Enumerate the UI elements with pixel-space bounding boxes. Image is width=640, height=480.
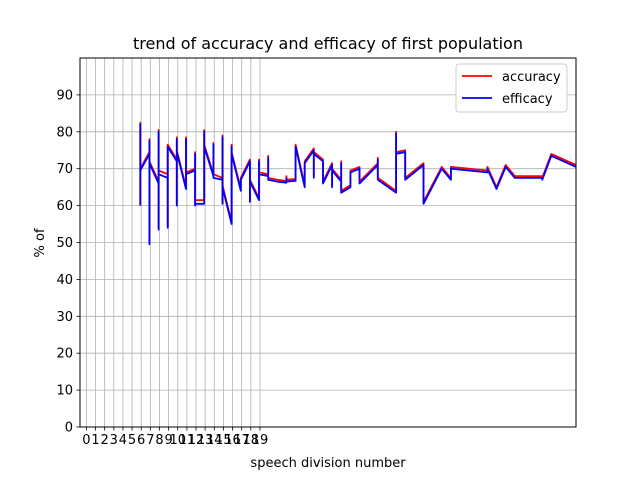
y-tick-label: 60 — [56, 199, 73, 214]
x-tick-label: 1 — [91, 433, 99, 448]
x-tick-label: 9 — [164, 433, 172, 448]
x-tick-label: 10 — [169, 433, 186, 448]
x-tick-label: 3 — [110, 433, 118, 448]
series-group — [139, 121, 577, 246]
y-tick-label: 30 — [56, 310, 73, 325]
x-tick-label: 2 — [101, 433, 109, 448]
y-axis-label: % of — [33, 228, 48, 257]
x-tick-label: 17 — [233, 433, 250, 448]
x-tick-label: 7 — [146, 433, 154, 448]
y-tick-label: 10 — [56, 384, 73, 399]
x-tick-label: 13 — [197, 433, 214, 448]
y-tick-label: 40 — [56, 273, 73, 288]
x-tick-label: 12 — [188, 433, 205, 448]
x-tick-label: 18 — [243, 433, 260, 448]
x-axis-label: speech division number — [250, 456, 406, 471]
y-tick-label: 20 — [56, 347, 73, 362]
x-tick-label: 4 — [119, 433, 127, 448]
y-tick-label: 90 — [56, 88, 73, 103]
x-tick-label: 0 — [82, 433, 90, 448]
x-tick-label: 5 — [128, 433, 136, 448]
x-tick-label: 6 — [137, 433, 145, 448]
y-axis: 0 10 20 30 40 50 60 70 80 90 — [56, 88, 80, 436]
legend[interactable]: accuracy efficacy — [455, 63, 568, 113]
x-tick-label: 8 — [155, 433, 163, 448]
x-tick-label: 16 — [224, 433, 241, 448]
y-tick-label: 70 — [56, 162, 73, 177]
legend-label-accuracy: accuracy — [502, 70, 561, 85]
x-tick-label: 15 — [215, 433, 232, 448]
x-tick-label: 19 — [252, 433, 269, 448]
y-tick-label: 0 — [65, 421, 73, 436]
x-tick-label: 14 — [206, 433, 223, 448]
y-tick-label: 50 — [56, 236, 73, 251]
x-tick-label: 11 — [179, 433, 196, 448]
series-line-efficacy — [139, 123, 577, 246]
legend-label-efficacy: efficacy — [502, 92, 553, 107]
grid — [80, 58, 576, 428]
y-tick-label: 80 — [56, 125, 73, 140]
chart-title: trend of accuracy and efficacy of first … — [133, 34, 523, 53]
